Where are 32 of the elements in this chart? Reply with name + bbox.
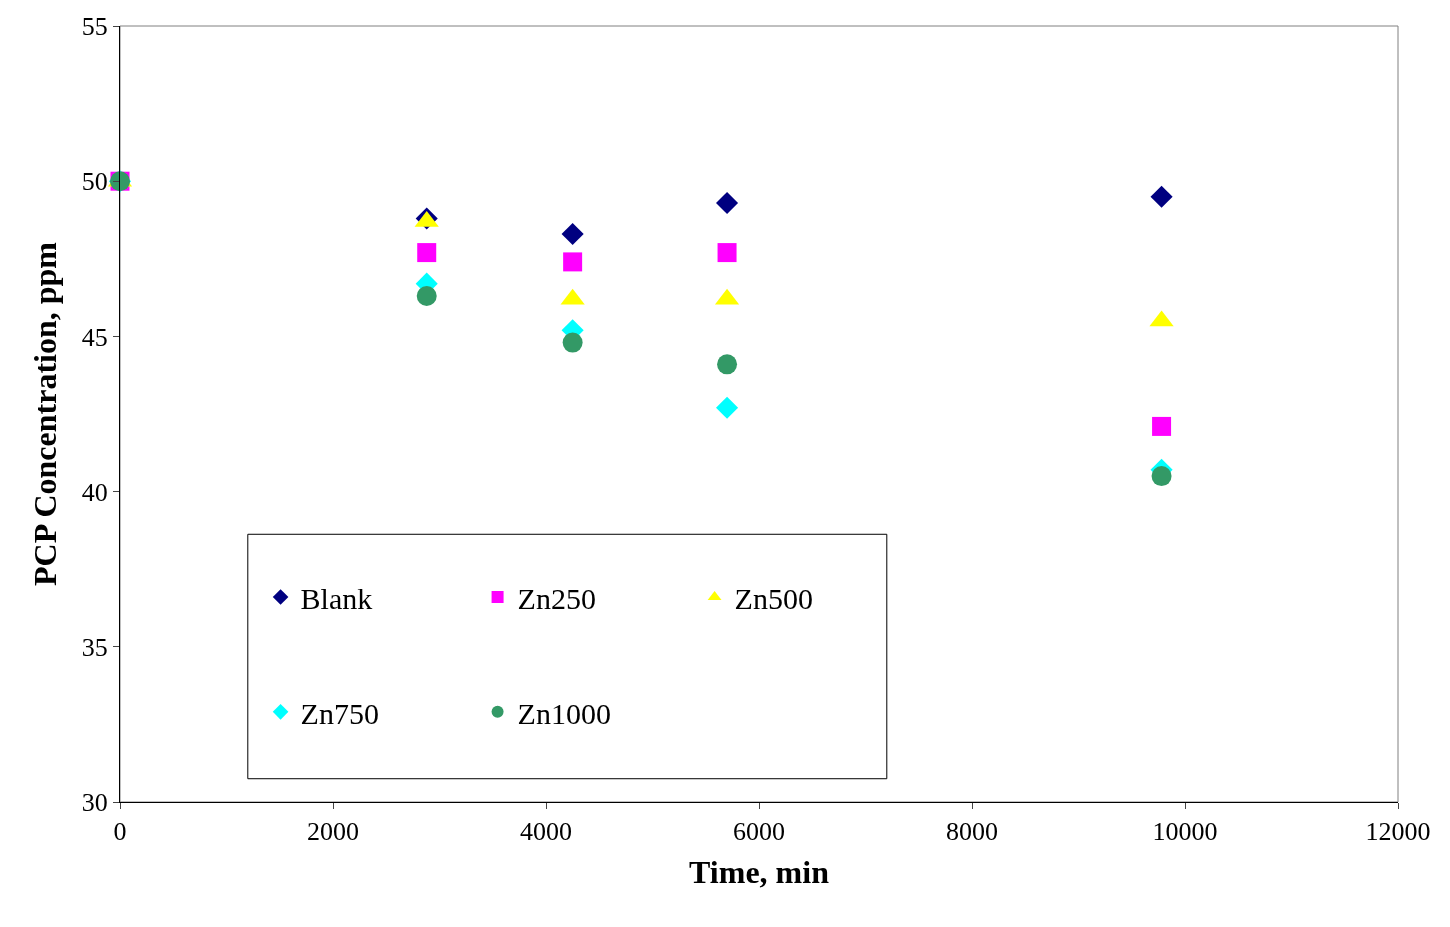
y-axis-title: PCP Concentration, ppm — [27, 241, 64, 586]
point — [1150, 185, 1173, 208]
legend-label: Blank — [300, 581, 373, 615]
x-tick-label: 6000 — [733, 817, 785, 847]
point — [1151, 466, 1172, 487]
legend-label: Zn250 — [517, 581, 596, 615]
y-tick-label: 50 — [81, 167, 108, 197]
x-tick-label: 12000 — [1365, 817, 1431, 847]
point — [716, 396, 739, 419]
x-tick-label: 0 — [113, 817, 127, 847]
legend-label: Zn500 — [734, 581, 813, 615]
x-tick-label: 8000 — [946, 817, 998, 847]
x-tick-label: 2000 — [307, 817, 359, 847]
legend-label: Zn1000 — [517, 696, 611, 730]
y-tick-label: 45 — [81, 322, 108, 352]
point — [417, 243, 437, 263]
x-tick-label: 4000 — [520, 817, 572, 847]
point — [562, 332, 583, 353]
point — [563, 252, 583, 272]
y-tick-label: 55 — [81, 12, 108, 42]
x-tick-label: 10000 — [1152, 817, 1218, 847]
y-tick-label: 30 — [81, 788, 108, 818]
legend-label: Zn750 — [300, 696, 379, 730]
point — [1152, 416, 1172, 436]
point — [561, 222, 584, 246]
point — [416, 286, 437, 307]
point — [717, 354, 738, 375]
y-tick-label: 35 — [81, 632, 108, 662]
point — [716, 191, 739, 214]
point — [717, 243, 737, 263]
x-axis-title: Time, min — [689, 854, 830, 891]
y-tick-label: 40 — [81, 477, 108, 507]
